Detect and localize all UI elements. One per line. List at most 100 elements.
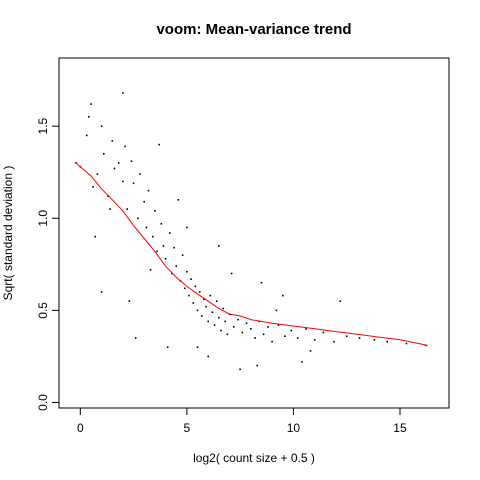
data-point bbox=[124, 145, 126, 148]
data-point bbox=[207, 320, 209, 323]
data-point bbox=[192, 302, 195, 304]
data-point bbox=[358, 337, 361, 339]
data-point bbox=[215, 300, 218, 302]
data-point bbox=[158, 143, 160, 146]
data-point bbox=[373, 339, 376, 341]
data-point bbox=[113, 167, 116, 170]
x-axis-label: log2( count size + 0.5 ) bbox=[193, 451, 315, 465]
data-point bbox=[198, 291, 201, 293]
data-point bbox=[96, 173, 99, 175]
x-tick-label: 15 bbox=[393, 421, 407, 435]
data-point bbox=[117, 162, 120, 164]
data-point bbox=[100, 125, 103, 127]
data-point bbox=[128, 300, 131, 302]
data-point bbox=[275, 309, 278, 312]
data-point bbox=[196, 309, 199, 312]
data-point bbox=[256, 364, 258, 367]
data-point bbox=[109, 208, 111, 210]
data-point bbox=[88, 116, 90, 118]
data-point bbox=[194, 285, 197, 288]
data-point bbox=[139, 173, 141, 175]
data-point bbox=[241, 331, 244, 334]
data-point bbox=[239, 368, 241, 371]
y-tick-label: 0.5 bbox=[36, 302, 50, 319]
x-tick-label: 5 bbox=[184, 421, 191, 435]
x-tick-label: 0 bbox=[77, 421, 84, 435]
data-point bbox=[209, 294, 212, 297]
data-point bbox=[177, 199, 180, 201]
data-point bbox=[137, 217, 139, 220]
y-tick-label: 0.0 bbox=[36, 394, 50, 411]
data-point bbox=[181, 254, 184, 256]
data-point bbox=[211, 311, 214, 313]
data-point bbox=[207, 355, 209, 358]
data-point bbox=[90, 103, 92, 105]
data-point bbox=[164, 258, 167, 260]
data-point bbox=[145, 226, 148, 229]
data-point bbox=[222, 307, 224, 310]
data-point bbox=[126, 208, 128, 210]
data-point bbox=[230, 272, 233, 275]
data-point bbox=[296, 337, 299, 339]
data-point bbox=[162, 245, 165, 247]
data-point bbox=[224, 320, 226, 323]
data-point bbox=[233, 326, 235, 328]
data-point bbox=[132, 182, 135, 185]
data-point bbox=[205, 305, 207, 308]
data-point bbox=[92, 186, 94, 188]
data-point bbox=[160, 223, 163, 225]
data-point bbox=[186, 270, 188, 273]
data-point bbox=[345, 335, 348, 337]
y-tick-label: 1.0 bbox=[36, 210, 50, 227]
data-point bbox=[143, 200, 145, 203]
data-point bbox=[218, 316, 220, 319]
data-point bbox=[301, 361, 303, 363]
data-point bbox=[284, 335, 286, 337]
x-tick-label: 10 bbox=[287, 421, 301, 435]
data-point bbox=[147, 189, 150, 192]
data-point bbox=[277, 324, 280, 326]
data-point bbox=[111, 140, 114, 142]
data-point bbox=[100, 291, 103, 293]
data-point bbox=[196, 346, 199, 348]
data-point bbox=[134, 337, 137, 339]
data-point bbox=[183, 287, 186, 290]
data-point bbox=[386, 340, 388, 343]
data-point bbox=[175, 265, 177, 267]
data-point bbox=[188, 294, 190, 297]
data-point bbox=[250, 328, 252, 330]
data-point bbox=[313, 339, 316, 341]
data-point bbox=[213, 324, 216, 326]
trend-layer bbox=[75, 162, 428, 346]
data-point bbox=[156, 250, 158, 253]
data-point bbox=[203, 298, 205, 301]
data-point bbox=[333, 340, 335, 343]
data-point bbox=[154, 210, 156, 212]
data-point bbox=[190, 278, 192, 280]
data-point bbox=[169, 232, 171, 234]
chart-title: voom: Mean-variance trend bbox=[156, 21, 351, 38]
y-axis-label: Sqrt( standard deviation ) bbox=[1, 166, 15, 301]
data-point bbox=[290, 329, 293, 332]
data-point bbox=[186, 226, 188, 229]
data-point bbox=[107, 195, 109, 197]
data-point bbox=[85, 134, 88, 137]
y-tick-label: 1.5 bbox=[36, 118, 50, 135]
data-point bbox=[220, 329, 222, 332]
trend-line bbox=[75, 162, 428, 346]
data-point bbox=[94, 235, 96, 238]
data-point bbox=[122, 92, 124, 94]
data-point bbox=[130, 160, 133, 162]
data-point bbox=[103, 153, 105, 155]
data-point bbox=[166, 346, 169, 348]
data-point bbox=[339, 300, 342, 302]
data-point bbox=[152, 235, 154, 238]
axes: 0 5 10 15 0.0 0.5 1.0 1.5 bbox=[36, 118, 407, 435]
data-point bbox=[271, 340, 273, 343]
data-point bbox=[305, 328, 307, 330]
data-point bbox=[260, 281, 263, 284]
data-point bbox=[149, 269, 152, 271]
data-point bbox=[122, 180, 124, 183]
data-point bbox=[282, 294, 284, 297]
